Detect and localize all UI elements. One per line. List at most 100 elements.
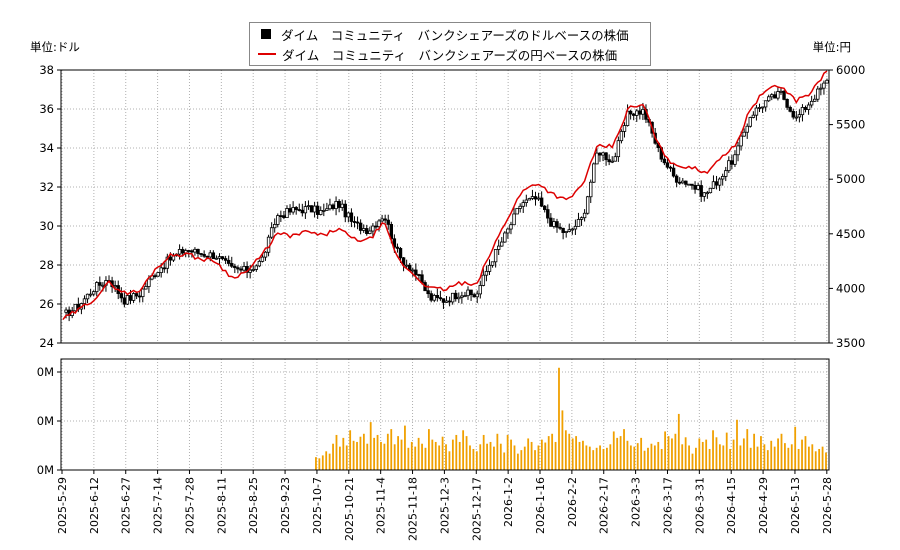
candle-body [598,152,602,156]
candle-body [472,294,476,298]
candle-body [141,288,145,297]
candle-body [294,207,298,210]
candle-body [496,245,501,250]
candle-body [782,90,786,100]
volume-bar [458,441,461,470]
volume-bar [486,443,488,470]
candle-body [337,200,341,208]
volume-bar [643,450,646,470]
volume-bar [404,425,406,470]
candle-body [567,229,571,232]
candle-body [527,198,532,201]
volume-bar [814,451,817,470]
volume-tick-label: 0M [37,414,54,428]
volume-bar [753,433,756,470]
candle-body [558,226,562,229]
candle-body [678,181,682,184]
volume-bar [438,445,441,470]
left-tick-label: 34 [39,141,54,155]
volume-bar [640,437,643,470]
candle-body [131,293,136,301]
candle-body [717,178,722,186]
candle-body [696,185,700,190]
candle-body [500,241,504,247]
candle-body [585,196,590,214]
candle-body [822,82,826,89]
volume-bar [664,431,667,470]
volume-bar [390,429,393,470]
volume-bar [636,443,639,470]
candle-body [239,268,243,271]
volume-bar [534,450,536,470]
candle-body [573,225,578,230]
candle-body [733,154,737,165]
volume-bar [712,430,714,470]
candle-body [681,180,685,184]
candle-body [770,94,774,98]
volume-bar [373,437,376,470]
volume-bar [544,442,547,470]
candle-body [592,163,596,183]
volume-bar [787,447,790,470]
candle-body [742,131,746,137]
volume-bar [797,448,800,470]
candle-body [392,238,397,248]
candle-body [745,125,749,133]
candle-body [628,110,633,115]
candle-body [785,98,789,108]
volume-bar [671,438,673,470]
volume-bar [479,444,482,470]
candle-body [579,217,584,220]
volume-bar [749,447,752,470]
volume-bar [588,446,591,470]
volume-bar [777,438,779,470]
volume-bar [506,434,509,470]
jpy-price-line [62,70,828,321]
left-tick-label: 24 [39,336,54,350]
volume-bar [629,445,632,470]
candle-body [487,264,492,272]
candle-body [457,296,461,300]
volume-bar [493,446,495,470]
volume-bar [349,430,352,470]
candle-body [346,212,351,218]
volume-bar [369,422,372,470]
candle-body [469,289,473,296]
candle-body [196,248,200,254]
candle-body [377,220,381,228]
candle-body [426,290,430,295]
candle-body [417,274,421,276]
candle-body [297,209,301,211]
right-axis-unit: 単位:円 [812,40,851,54]
candle-body [138,295,142,298]
candle-body [386,219,390,225]
candle-body [561,227,565,233]
left-tick-label: 36 [39,102,54,116]
volume-bar [609,444,612,470]
volume-bar [582,440,584,470]
volume-bar [475,451,478,470]
volume-bar [345,445,348,470]
x-tick-label: 2025-9-23 [279,477,292,534]
candle-body [82,298,87,304]
candle-body [773,94,777,99]
candle-body [767,96,771,102]
candle-body [589,181,593,198]
volume-bar [742,438,745,470]
x-tick-label: 2026-4-15 [725,477,738,534]
volume-bar [763,444,766,470]
candle-body [530,196,535,199]
candle-body [613,156,617,162]
volume-bar [691,453,694,470]
candle-body [533,196,538,200]
candle-body [512,213,516,226]
volume-bar [428,429,430,470]
candle-body [205,255,209,258]
volume-tick-label: 0M [37,365,54,379]
candle-body [441,298,446,303]
left-tick-label: 30 [39,219,54,233]
candle-body [220,256,225,259]
candle-body [156,272,160,277]
volume-bar [407,447,410,470]
volume-bar [653,445,656,470]
